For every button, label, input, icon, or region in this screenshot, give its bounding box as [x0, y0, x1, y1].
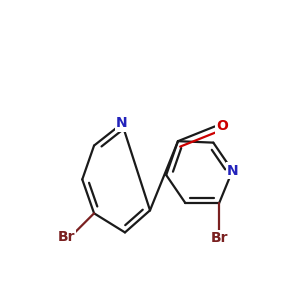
Text: N: N [116, 116, 128, 130]
Text: Br: Br [57, 230, 75, 244]
Text: N: N [226, 164, 238, 178]
Text: O: O [216, 119, 228, 134]
Text: Br: Br [210, 231, 228, 245]
